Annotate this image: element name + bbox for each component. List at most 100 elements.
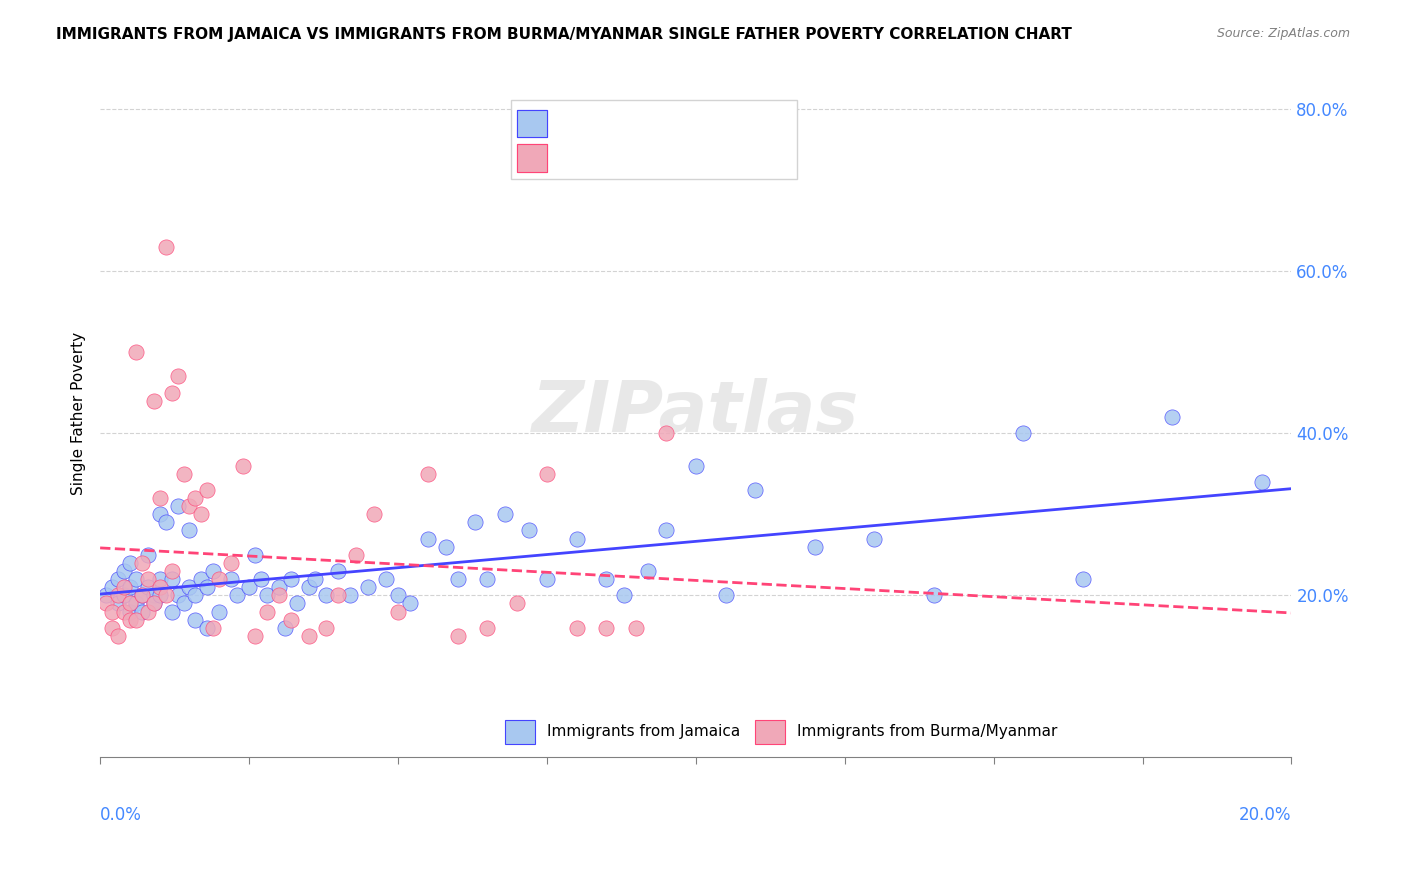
Point xyxy=(131,605,153,619)
Point xyxy=(595,621,617,635)
Point xyxy=(125,596,148,610)
Point xyxy=(118,580,141,594)
Point xyxy=(173,467,195,481)
Point xyxy=(112,588,135,602)
Point xyxy=(195,483,218,497)
Point xyxy=(243,629,266,643)
Point xyxy=(267,588,290,602)
Text: ZIPatlas: ZIPatlas xyxy=(531,378,859,448)
Point xyxy=(179,524,201,538)
Point xyxy=(155,588,177,602)
Point xyxy=(477,621,499,635)
Point xyxy=(142,588,165,602)
Point xyxy=(160,385,183,400)
Point xyxy=(208,572,231,586)
Point xyxy=(190,572,212,586)
Point xyxy=(107,572,129,586)
FancyBboxPatch shape xyxy=(505,720,534,744)
Point xyxy=(101,580,124,594)
Point xyxy=(297,580,319,594)
Point xyxy=(112,564,135,578)
Text: R = 0.206    N = 77: R = 0.206 N = 77 xyxy=(555,112,745,129)
Point xyxy=(328,588,350,602)
Point xyxy=(107,596,129,610)
Point xyxy=(142,596,165,610)
Point xyxy=(101,605,124,619)
Point xyxy=(136,548,159,562)
Point xyxy=(125,345,148,359)
Point xyxy=(166,499,188,513)
Point xyxy=(536,467,558,481)
FancyBboxPatch shape xyxy=(512,100,797,178)
Point xyxy=(160,572,183,586)
Point xyxy=(315,621,337,635)
Point xyxy=(160,564,183,578)
Text: Immigrants from Jamaica: Immigrants from Jamaica xyxy=(547,724,740,739)
Point xyxy=(922,588,945,602)
Point xyxy=(446,629,468,643)
Point xyxy=(160,605,183,619)
Point xyxy=(464,516,486,530)
Point xyxy=(565,621,588,635)
Point xyxy=(637,564,659,578)
Point xyxy=(184,491,207,505)
Point xyxy=(219,556,242,570)
Point xyxy=(149,572,172,586)
Point xyxy=(94,588,117,602)
Point xyxy=(387,605,409,619)
Point xyxy=(243,548,266,562)
FancyBboxPatch shape xyxy=(517,110,547,137)
Text: 0.0%: 0.0% xyxy=(100,805,142,823)
Text: IMMIGRANTS FROM JAMAICA VS IMMIGRANTS FROM BURMA/MYANMAR SINGLE FATHER POVERTY C: IMMIGRANTS FROM JAMAICA VS IMMIGRANTS FR… xyxy=(56,27,1073,42)
Point xyxy=(179,580,201,594)
Point xyxy=(685,458,707,473)
Text: Immigrants from Burma/Myanmar: Immigrants from Burma/Myanmar xyxy=(797,724,1057,739)
Point xyxy=(125,572,148,586)
Point xyxy=(219,572,242,586)
Point xyxy=(714,588,737,602)
Point xyxy=(118,596,141,610)
Point xyxy=(232,458,254,473)
Point xyxy=(1071,572,1094,586)
Point xyxy=(131,588,153,602)
Point xyxy=(446,572,468,586)
Point xyxy=(118,613,141,627)
Point xyxy=(565,532,588,546)
Point xyxy=(238,580,260,594)
Text: R = 0.250    N = 52: R = 0.250 N = 52 xyxy=(555,142,745,161)
Point xyxy=(155,516,177,530)
Point xyxy=(655,524,678,538)
Point xyxy=(166,588,188,602)
Point xyxy=(136,572,159,586)
Point xyxy=(112,605,135,619)
Point xyxy=(274,621,297,635)
Point xyxy=(863,532,886,546)
Point xyxy=(149,508,172,522)
Point xyxy=(149,588,172,602)
Point xyxy=(613,588,636,602)
Point xyxy=(149,580,172,594)
Point xyxy=(195,580,218,594)
Point xyxy=(357,580,380,594)
Point xyxy=(297,629,319,643)
Point xyxy=(1250,475,1272,489)
Point xyxy=(416,532,439,546)
Point xyxy=(256,605,278,619)
Point xyxy=(387,588,409,602)
Point xyxy=(804,540,827,554)
Point xyxy=(434,540,457,554)
Point xyxy=(118,556,141,570)
Point xyxy=(1161,410,1184,425)
Text: Source: ZipAtlas.com: Source: ZipAtlas.com xyxy=(1216,27,1350,40)
Point xyxy=(256,588,278,602)
Point xyxy=(202,621,225,635)
Point xyxy=(136,605,159,619)
Point xyxy=(626,621,648,635)
Point xyxy=(142,393,165,408)
FancyBboxPatch shape xyxy=(517,145,547,172)
Point xyxy=(184,588,207,602)
Point xyxy=(517,524,540,538)
Point xyxy=(344,548,367,562)
Point xyxy=(149,491,172,505)
Point xyxy=(494,508,516,522)
